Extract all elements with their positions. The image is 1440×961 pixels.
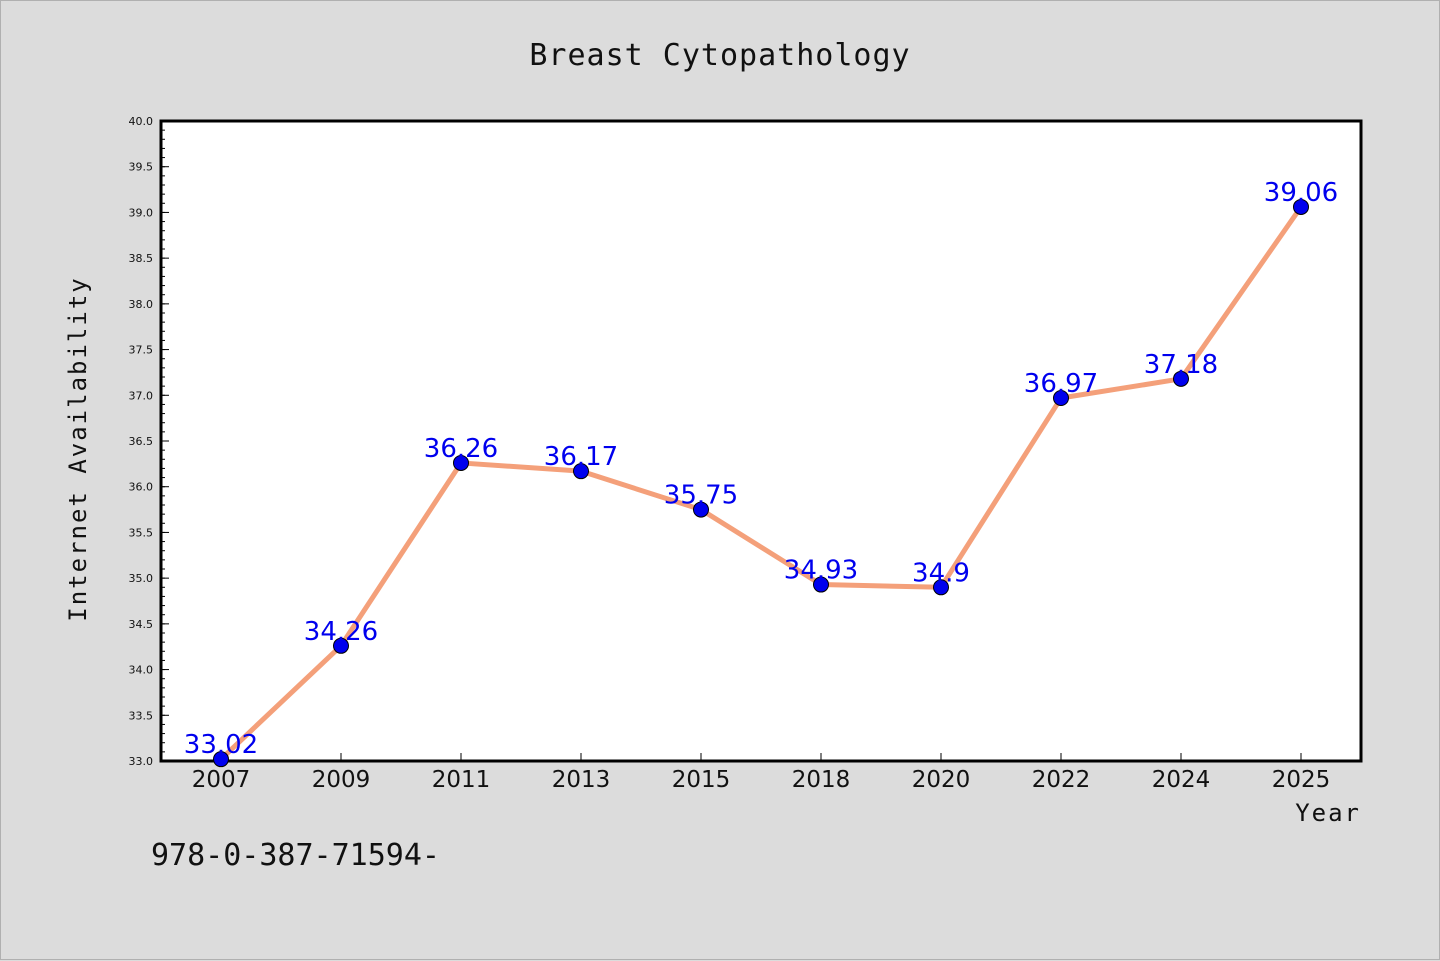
y-tick-label: 35.5	[129, 526, 154, 539]
x-tick-label: 2007	[192, 767, 251, 793]
data-point	[1173, 370, 1189, 387]
y-tick-label: 39.5	[129, 161, 154, 174]
footer-code: 978-0-387-71594-	[151, 838, 440, 873]
data-label: 36.97	[1024, 369, 1098, 399]
y-tick-label: 35.0	[129, 572, 154, 585]
data-label: 35.75	[664, 481, 738, 511]
data-point	[693, 501, 709, 518]
data-point	[813, 576, 829, 593]
y-tick-label: 36.5	[129, 435, 154, 448]
data-point	[453, 454, 469, 471]
x-tick-label: 2024	[1152, 767, 1211, 793]
data-labels: 33.02 34.26 36.26 36.17 35.75 34.93 34.9 36.97 3…	[184, 178, 1338, 760]
x-tick-label: 2018	[792, 767, 851, 793]
y-tick-label: 38.0	[129, 298, 154, 311]
data-label: 36.26	[424, 434, 498, 464]
data-point	[573, 463, 589, 480]
x-tick-label: 2025	[1272, 767, 1331, 793]
data-label: 34.26	[304, 617, 378, 647]
data-label: 36.17	[544, 442, 618, 472]
x-axis: 2007 2009 2011 2013 2015 2018 2020 2022 2024 2025	[192, 753, 1331, 793]
series-line	[218, 204, 1304, 762]
data-label: 34.93	[784, 556, 858, 586]
data-label: 34.9	[912, 558, 970, 588]
x-tick-label: 2022	[1032, 767, 1091, 793]
data-point	[933, 579, 949, 596]
x-tick-label: 2011	[432, 767, 491, 793]
y-tick-label: 34.0	[129, 664, 154, 677]
x-tick-label: 2009	[312, 767, 371, 793]
x-tick-label: 2015	[672, 767, 731, 793]
y-tick-label: 33.5	[129, 709, 154, 722]
y-tick-label: 37.0	[129, 389, 154, 402]
plot-area	[159, 119, 1363, 763]
chart-title: Breast Cytopathology	[529, 38, 910, 73]
y-tick-label: 34.5	[129, 618, 154, 631]
data-point	[1293, 198, 1309, 215]
y-axis-label: Internet Availability	[64, 276, 92, 621]
series-markers	[213, 198, 1309, 768]
y-tick-label: 40.0	[129, 115, 154, 128]
data-point	[213, 751, 229, 768]
y-tick-label: 38.5	[129, 252, 154, 265]
data-point	[333, 637, 349, 654]
data-label: 39.06	[1264, 178, 1338, 208]
y-tick-label: 39.0	[129, 206, 154, 219]
data-point	[1053, 390, 1069, 407]
y-axis: 33.0 33.5 34.0 34.5 35.0 35.5 36.0 36.5 37.0 37.5…	[129, 115, 169, 768]
y-tick-label: 37.5	[129, 344, 154, 357]
data-label: 33.02	[184, 730, 258, 760]
x-axis-label: Year	[1295, 799, 1361, 827]
y-tick-label: 33.0	[129, 755, 154, 768]
x-tick-label: 2013	[552, 767, 611, 793]
y-tick-label: 36.0	[129, 481, 154, 494]
data-label: 37.18	[1144, 350, 1218, 380]
x-tick-label: 2020	[912, 767, 971, 793]
series-line-group	[218, 204, 1304, 762]
